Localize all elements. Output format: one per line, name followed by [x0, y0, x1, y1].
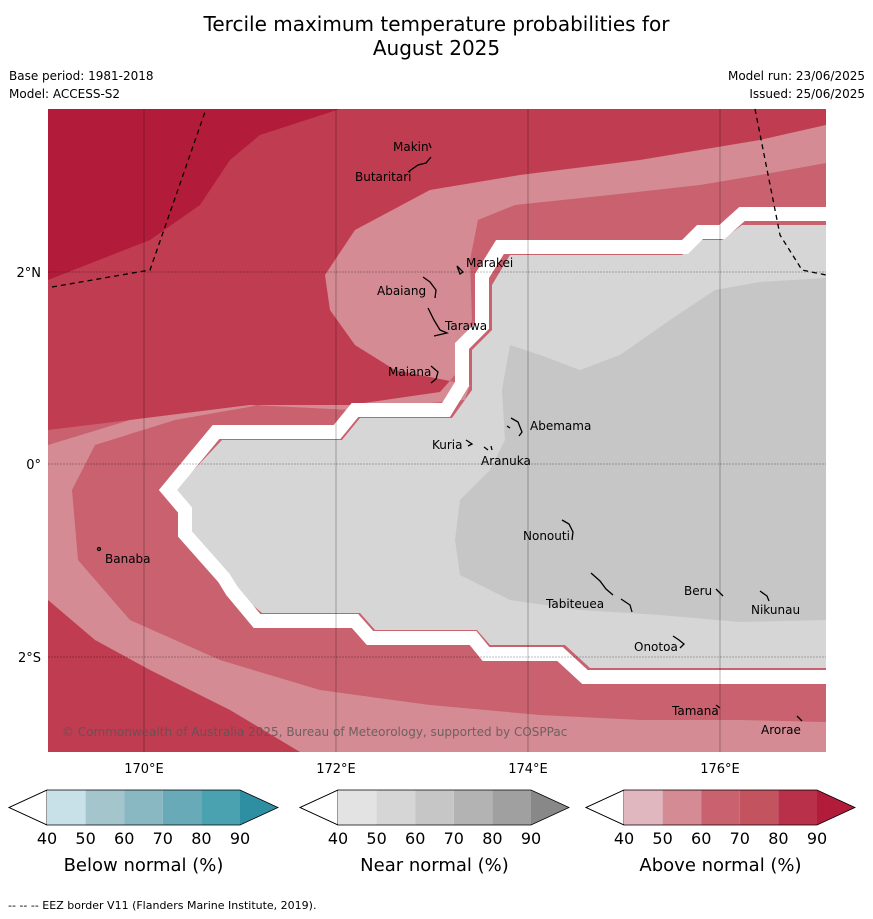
- colorbar-tick-label: 70: [730, 829, 750, 848]
- eez-footnote: -- -- -- EEZ border V11 (Flanders Marine…: [8, 899, 317, 912]
- latitude-labels: 2°N 0° 2°S: [17, 266, 42, 666]
- chart-title: Tercile maximum temperature probabilitie…: [0, 12, 873, 60]
- lon-label-172e: 172°E: [316, 762, 356, 777]
- eez-border: [51, 108, 827, 288]
- colorbar-low-extension: [8, 789, 48, 826]
- colorbar-cell: [453, 790, 493, 825]
- colorbar-tick-label: 40: [328, 829, 348, 848]
- region-above-80: [48, 109, 826, 430]
- lat-label-2s: 2°S: [18, 651, 41, 666]
- lon-label-174e: 174°E: [508, 762, 548, 777]
- copyright-notice: © Commonwealth of Australia 2025, Bureau…: [62, 725, 567, 739]
- colorbar-tick-label: 60: [114, 829, 134, 848]
- title-line-1: Tercile maximum temperature probabilitie…: [203, 12, 670, 36]
- colorbar-tick-label: 80: [191, 829, 211, 848]
- colorbar-tick-label: 60: [405, 829, 425, 848]
- place-label-butaritari: Butaritari: [355, 170, 412, 184]
- colorbar-title: Below normal (%): [64, 855, 224, 876]
- place-label-onotoa: Onotoa: [634, 640, 678, 654]
- colorbar-title: Near normal (%): [360, 855, 509, 876]
- lat-label-2n: 2°N: [17, 266, 42, 281]
- lat-label-0: 0°: [26, 458, 41, 473]
- colorbar-tick-label: 70: [444, 829, 464, 848]
- place-label-maiana: Maiana: [388, 365, 431, 379]
- colorbar-tick-label: 50: [652, 829, 672, 848]
- place-label-marakei: Marakei: [466, 256, 513, 270]
- longitude-labels: 170°E 172°E 174°E 176°E: [124, 762, 740, 777]
- colorbar-outline: [299, 789, 570, 826]
- island-outlines: [96, 142, 803, 722]
- model-run: Model run: 23/06/2025: [727, 69, 865, 83]
- colorbar-outline: [585, 789, 856, 826]
- colorbar-below: 40 50 60 70 80 90 Below normal (%): [8, 789, 279, 876]
- place-label-arorae: Arorae: [761, 723, 801, 737]
- region-near-60: [455, 278, 826, 622]
- colorbar-tick-label: 50: [75, 829, 95, 848]
- colorbar-tick-label: 60: [691, 829, 711, 848]
- colorbar-cell: [778, 790, 817, 825]
- place-label-nikunau: Nikunau: [751, 603, 800, 617]
- place-label-tarawa: Tarawa: [444, 319, 487, 333]
- colorbar-title: Above normal (%): [639, 855, 801, 876]
- place-label-abemama: Abemama: [530, 419, 591, 433]
- colorbar-cell: [739, 790, 779, 825]
- title-line-2: August 2025: [372, 36, 501, 60]
- colorbar-tick-label: 40: [37, 829, 57, 848]
- place-label-tabiteuea: Tabiteuea: [545, 597, 604, 611]
- lon-label-176e: 176°E: [700, 762, 740, 777]
- colorbar-high-extension: [817, 790, 855, 825]
- meta-left: Base period: 1981-2018 Model: ACCESS-S2: [9, 67, 154, 103]
- colorbar-high-extension: [240, 790, 278, 825]
- colorbar-cell: [492, 790, 531, 825]
- white-buffer-band: [158, 207, 826, 684]
- place-label-banaba: Banaba: [105, 552, 151, 566]
- colorbar-tick-label: 80: [482, 829, 502, 848]
- colorbar-high-extension: [531, 790, 569, 825]
- place-label-beru: Beru: [684, 584, 712, 598]
- colorbar-cell: [124, 790, 163, 825]
- place-label-kuria: Kuria: [432, 438, 463, 452]
- issued-date: Issued: 25/06/2025: [749, 87, 865, 101]
- colorbar-tick-label: 90: [807, 829, 827, 848]
- lon-label-170e: 170°E: [124, 762, 164, 777]
- colorbars: 40 50 60 70 80 90 Below normal (%) 40 50 60 70 80 90…: [8, 789, 856, 876]
- base-period: Base period: 1981-2018: [9, 69, 154, 83]
- place-label-aranuka: Aranuka: [481, 454, 531, 468]
- colorbar-tick-label: 70: [153, 829, 173, 848]
- probability-map: [48, 109, 826, 752]
- colorbar-cell: [701, 790, 740, 825]
- colorbar-tick-label: 90: [521, 829, 541, 848]
- colorbar-above: 40 50 60 70 80 90 Above normal (%): [585, 789, 856, 876]
- meta-right: Model run: 23/06/2025 Issued: 25/06/2025: [728, 67, 865, 103]
- place-label-makin: Makin: [393, 140, 429, 154]
- place-label-abaiang: Abaiang: [377, 284, 426, 298]
- region-above-60: [48, 125, 826, 752]
- model-name: Model: ACCESS-S2: [9, 87, 121, 101]
- colorbar-cell: [338, 790, 377, 825]
- colorbar-near: 40 50 60 70 80 90 Near normal (%): [299, 789, 570, 876]
- colorbar-cell: [624, 790, 663, 825]
- colorbar-cell: [162, 790, 202, 825]
- grid-lines: [48, 109, 826, 752]
- colorbar-outline: [8, 789, 279, 826]
- colorbar-cell: [201, 790, 240, 825]
- place-label-nonouti: Nonouti: [523, 529, 570, 543]
- region-above-90: [48, 109, 340, 280]
- colorbar-cell: [376, 790, 416, 825]
- colorbar-cell: [662, 790, 702, 825]
- colorbar-low-extension: [299, 789, 339, 826]
- place-label-tamana: Tamana: [671, 704, 719, 718]
- colorbar-cell: [85, 790, 125, 825]
- colorbar-tick-label: 80: [768, 829, 788, 848]
- colorbar-tick-label: 90: [230, 829, 250, 848]
- colorbar-low-extension: [585, 789, 625, 826]
- colorbar-tick-label: 40: [614, 829, 634, 848]
- colorbar-cell: [47, 790, 86, 825]
- colorbar-cell: [415, 790, 454, 825]
- place-labels: Makin Butaritari Marakei Abaiang Tarawa …: [105, 140, 801, 737]
- colorbar-tick-label: 50: [366, 829, 386, 848]
